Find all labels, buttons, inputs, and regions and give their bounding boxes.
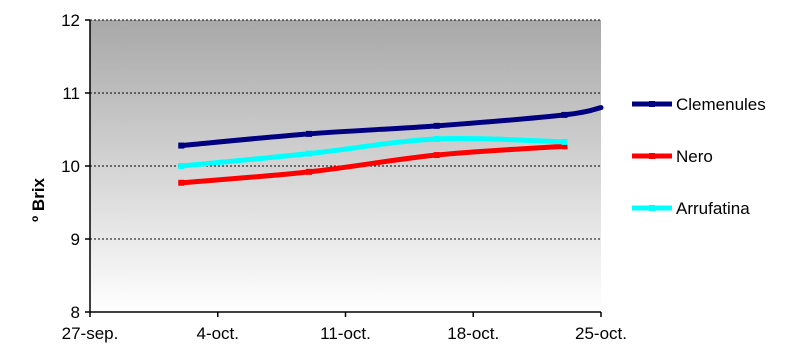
- data-point-arrufatina: [561, 138, 568, 145]
- y-tick-label: 9: [71, 230, 80, 249]
- data-point-clemenules: [433, 122, 440, 129]
- data-point-nero: [433, 152, 440, 159]
- legend-marker-clemenules: [649, 101, 655, 107]
- x-tick-label: 18-oct.: [447, 324, 499, 343]
- x-tick-label: 11-oct.: [320, 324, 371, 343]
- data-point-arrufatina: [306, 150, 312, 157]
- data-point-nero: [306, 168, 312, 175]
- data-point-nero: [561, 143, 568, 150]
- x-tick-label: 27-sep.: [62, 324, 119, 343]
- x-tick-label: 4-oct.: [196, 324, 239, 343]
- data-point-arrufatina: [178, 163, 185, 169]
- series-line-clemenules: [178, 105, 604, 149]
- data-point-nero: [178, 179, 185, 186]
- y-tick-label: 12: [61, 11, 80, 30]
- y-tick-label: 8: [71, 303, 80, 322]
- series-line-arrufatina: [178, 135, 567, 169]
- y-tick-label: 10: [61, 157, 80, 176]
- legend-marker-nero: [649, 153, 655, 159]
- y-tick-label: 11: [62, 84, 80, 103]
- data-point-arrufatina: [433, 135, 440, 142]
- legend-label-nero: Nero: [676, 147, 713, 166]
- y-axis-label: º Brix: [29, 177, 48, 222]
- data-point-clemenules: [178, 142, 185, 149]
- data-point-clemenules: [561, 111, 568, 118]
- legend-marker-arrufatina: [649, 205, 655, 211]
- legend-label-clemenules: Clemenules: [676, 95, 766, 114]
- legend-label-arrufatina: Arrufatina: [676, 199, 750, 218]
- data-point-clemenules: [306, 130, 312, 137]
- x-tick-label: 25-oct.: [575, 324, 627, 343]
- series-line-nero: [178, 143, 567, 186]
